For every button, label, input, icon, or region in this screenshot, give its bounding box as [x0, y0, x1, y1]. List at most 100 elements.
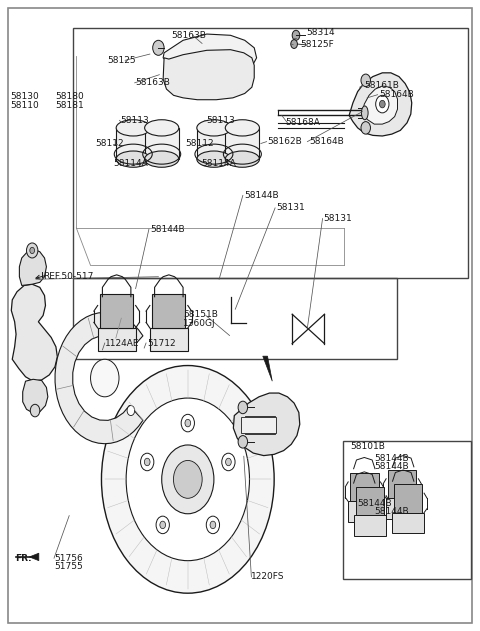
Polygon shape	[29, 553, 39, 561]
Polygon shape	[12, 284, 57, 381]
Polygon shape	[197, 128, 231, 159]
Circle shape	[156, 516, 169, 534]
Polygon shape	[386, 498, 419, 519]
Polygon shape	[150, 328, 188, 351]
Circle shape	[126, 398, 250, 561]
Text: 58144B: 58144B	[374, 463, 408, 471]
Text: 1220FS: 1220FS	[252, 572, 285, 581]
Polygon shape	[144, 128, 179, 159]
Circle shape	[291, 40, 298, 49]
Ellipse shape	[225, 120, 260, 136]
Text: 58144B: 58144B	[358, 498, 392, 507]
Text: 58131: 58131	[324, 214, 352, 223]
Circle shape	[141, 453, 154, 471]
Text: 58314: 58314	[306, 28, 335, 37]
Polygon shape	[263, 356, 272, 381]
Circle shape	[238, 435, 248, 448]
Polygon shape	[163, 50, 254, 100]
Text: FR.: FR.	[14, 553, 31, 563]
Circle shape	[173, 461, 202, 498]
Circle shape	[30, 404, 40, 417]
Ellipse shape	[197, 151, 231, 167]
Polygon shape	[392, 512, 424, 533]
Circle shape	[210, 521, 216, 529]
Circle shape	[206, 516, 219, 534]
Circle shape	[361, 122, 371, 134]
Circle shape	[361, 74, 371, 86]
Polygon shape	[55, 312, 143, 444]
Text: 58110: 58110	[11, 101, 39, 110]
Polygon shape	[356, 487, 384, 515]
Ellipse shape	[225, 151, 260, 167]
Text: 51712: 51712	[147, 338, 176, 348]
Text: 58168A: 58168A	[286, 119, 321, 127]
Circle shape	[292, 30, 300, 40]
Polygon shape	[152, 294, 185, 328]
Circle shape	[162, 445, 214, 514]
Circle shape	[101, 365, 274, 593]
Ellipse shape	[361, 106, 368, 120]
Text: 58180: 58180	[55, 92, 84, 101]
Text: 1124AE: 1124AE	[105, 338, 139, 348]
Circle shape	[226, 458, 231, 466]
Circle shape	[185, 420, 191, 427]
Polygon shape	[97, 328, 136, 351]
Text: 51756: 51756	[54, 553, 83, 563]
Text: 58113: 58113	[120, 116, 149, 125]
Circle shape	[238, 401, 248, 414]
Ellipse shape	[144, 151, 179, 167]
Text: 58112: 58112	[96, 139, 124, 148]
Polygon shape	[394, 485, 422, 512]
Text: 58144B: 58144B	[244, 191, 278, 200]
Text: 58163B: 58163B	[136, 78, 170, 87]
Text: 58144B: 58144B	[374, 454, 408, 463]
Text: 58125: 58125	[107, 56, 136, 65]
Polygon shape	[19, 249, 47, 285]
Text: 58181: 58181	[55, 101, 84, 110]
Polygon shape	[100, 294, 133, 328]
Text: 58114A: 58114A	[113, 159, 147, 168]
Polygon shape	[163, 34, 257, 78]
Circle shape	[160, 521, 166, 529]
Circle shape	[91, 359, 119, 397]
Text: 58164B: 58164B	[309, 137, 344, 146]
Polygon shape	[349, 73, 412, 136]
Ellipse shape	[197, 120, 231, 136]
Polygon shape	[348, 502, 381, 522]
Circle shape	[222, 453, 235, 471]
Text: 58144B: 58144B	[150, 225, 184, 233]
Polygon shape	[225, 128, 260, 159]
Text: 51755: 51755	[54, 562, 83, 572]
Text: 58131: 58131	[276, 203, 305, 213]
Polygon shape	[233, 393, 300, 456]
Ellipse shape	[116, 151, 150, 167]
Polygon shape	[362, 86, 397, 124]
Text: 58101B: 58101B	[350, 442, 385, 451]
Text: 58112: 58112	[185, 139, 214, 148]
Text: 58130: 58130	[11, 92, 39, 101]
Text: 58113: 58113	[206, 116, 235, 125]
Circle shape	[144, 458, 150, 466]
Polygon shape	[241, 417, 276, 433]
Text: 1360GJ: 1360GJ	[183, 319, 216, 327]
Text: 58164B: 58164B	[379, 90, 414, 99]
Text: 58163B: 58163B	[171, 31, 206, 40]
Circle shape	[30, 247, 35, 254]
Text: REF.50-517: REF.50-517	[43, 272, 94, 281]
Polygon shape	[116, 128, 150, 159]
Ellipse shape	[144, 120, 179, 136]
Polygon shape	[350, 473, 379, 502]
Polygon shape	[388, 470, 417, 498]
Text: 58162B: 58162B	[267, 137, 302, 146]
Text: 58125F: 58125F	[300, 40, 334, 49]
Text: 58114A: 58114A	[201, 159, 236, 168]
Text: 58144B: 58144B	[374, 507, 408, 516]
Circle shape	[376, 95, 389, 113]
Circle shape	[153, 40, 164, 56]
Polygon shape	[354, 515, 386, 536]
Circle shape	[127, 406, 135, 416]
Circle shape	[380, 100, 385, 108]
Polygon shape	[23, 379, 48, 413]
Ellipse shape	[116, 120, 150, 136]
Circle shape	[181, 415, 194, 432]
